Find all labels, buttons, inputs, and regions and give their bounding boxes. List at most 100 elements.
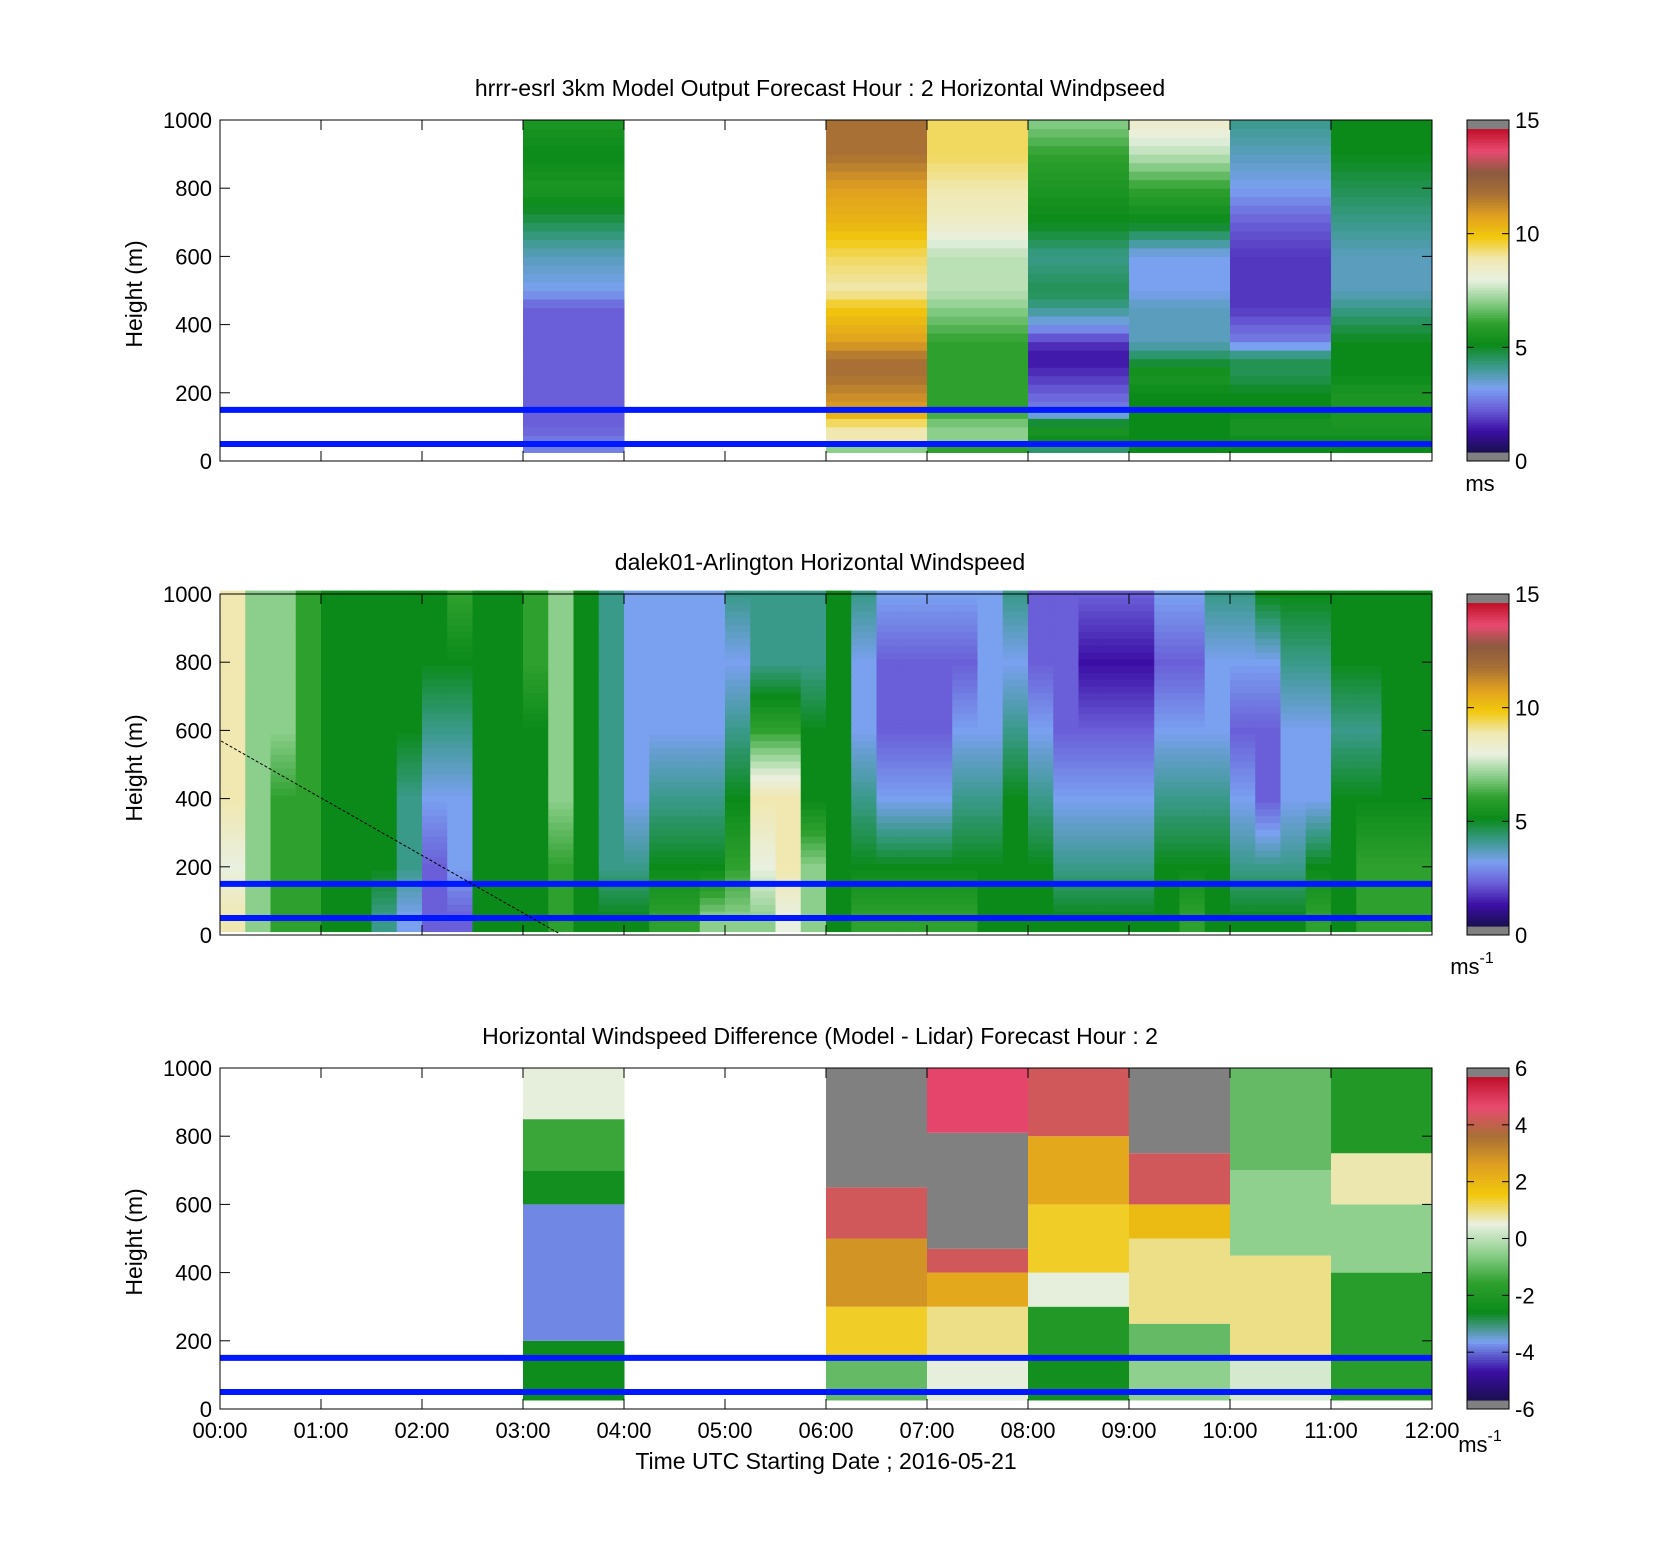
heatmap-cell xyxy=(245,761,271,769)
heatmap-cell xyxy=(851,740,877,748)
heatmap-cell xyxy=(245,904,271,912)
heatmap-cell xyxy=(1230,1068,1332,1171)
y-tick-label: 1000 xyxy=(163,108,212,133)
heatmap-cell xyxy=(523,856,549,864)
heatmap-cell xyxy=(1154,754,1180,762)
heatmap-cell xyxy=(497,686,524,694)
colorbar-frame xyxy=(1466,593,1510,936)
heatmap-cell xyxy=(1129,774,1155,783)
heatmap-cell xyxy=(1230,877,1256,885)
colorbar-tick-label: -6 xyxy=(1515,1397,1535,1422)
heatmap-cell xyxy=(270,733,297,742)
heatmap-cell xyxy=(447,829,473,837)
heatmap-cell xyxy=(396,917,423,926)
colorbar-swatch xyxy=(1467,732,1509,736)
heatmap-cell xyxy=(1280,849,1307,858)
heatmap-cell xyxy=(725,911,751,919)
heatmap-cell xyxy=(1103,808,1130,817)
heatmap-cell xyxy=(1255,870,1281,878)
heatmap-cell xyxy=(523,375,625,385)
heatmap-cell xyxy=(1280,781,1307,789)
heatmap-cell xyxy=(447,665,473,673)
heatmap-cell xyxy=(1129,692,1155,701)
heatmap-cell xyxy=(472,658,499,667)
heatmap-cell xyxy=(346,726,372,735)
heatmap-cell xyxy=(1053,597,1079,605)
heatmap-cell xyxy=(1179,686,1206,694)
heatmap-cell xyxy=(977,706,1004,714)
colorbar-swatch xyxy=(1467,1141,1509,1145)
heatmap-cell xyxy=(775,699,802,708)
heatmap-cell xyxy=(775,877,802,885)
heatmap-cell xyxy=(1255,604,1281,612)
heatmap-cell xyxy=(1305,904,1332,912)
colorbar-swatch xyxy=(1467,769,1509,774)
heatmap-cell xyxy=(447,870,473,878)
heatmap-cell xyxy=(977,870,1004,878)
heatmap-cell xyxy=(1280,665,1307,673)
heatmap-cell xyxy=(624,651,650,660)
heatmap-cell xyxy=(1129,205,1231,215)
heatmap-cell xyxy=(674,665,701,673)
heatmap-cell xyxy=(422,849,448,858)
heatmap-cell xyxy=(1028,686,1054,694)
colorbar-swatch xyxy=(1467,632,1509,636)
colorbar-swatch xyxy=(1467,443,1509,448)
colorbar-swatch xyxy=(1467,794,1509,798)
heatmap-cell xyxy=(699,645,726,653)
heatmap-cell xyxy=(1129,239,1231,249)
heatmap-cell xyxy=(851,897,877,905)
heatmap-cell xyxy=(674,870,701,878)
heatmap-cell xyxy=(1255,645,1281,653)
x-tick-label: 07:00 xyxy=(899,1418,954,1443)
colorbar-swatch xyxy=(1467,441,1509,445)
heatmap-cell xyxy=(371,726,398,735)
heatmap-cell xyxy=(800,651,827,660)
heatmap-cell xyxy=(901,645,928,653)
heatmap-cell xyxy=(1002,890,1029,898)
heatmap-cell xyxy=(1103,740,1130,748)
heatmap-cell xyxy=(270,781,297,789)
colorbar-swatch xyxy=(1467,627,1509,631)
colorbar-swatch xyxy=(1467,392,1509,397)
heatmap-cell xyxy=(1129,767,1155,776)
heatmap-cell xyxy=(876,699,903,708)
heatmap-cell xyxy=(346,733,372,742)
heatmap-cell xyxy=(1331,333,1433,343)
heatmap-cell xyxy=(422,890,448,898)
heatmap-cell xyxy=(346,849,372,858)
heatmap-cell xyxy=(270,699,297,708)
heatmap-cell xyxy=(1204,781,1231,789)
heatmap-cell xyxy=(725,645,751,653)
heatmap-cell xyxy=(1179,883,1206,892)
heatmap-cell xyxy=(1028,154,1130,164)
heatmap-cell xyxy=(396,679,423,687)
heatmap-cell xyxy=(396,897,423,905)
heatmap-cell xyxy=(649,726,675,735)
heatmap-cell xyxy=(977,781,1004,789)
heatmap-cell xyxy=(901,638,928,646)
heatmap-cell xyxy=(1002,658,1029,667)
heatmap-cell xyxy=(1356,863,1382,871)
heatmap-cell xyxy=(1028,333,1130,343)
heatmap-cell xyxy=(1230,256,1332,266)
heatmap-cell xyxy=(876,651,903,660)
heatmap-cell xyxy=(1204,692,1231,701)
heatmap-cell xyxy=(1053,863,1079,871)
heatmap-cell xyxy=(220,638,246,646)
heatmap-cell xyxy=(598,815,625,823)
heatmap-cell xyxy=(649,802,675,810)
heatmap-cell xyxy=(396,658,423,667)
heatmap-cell xyxy=(901,883,928,892)
heatmap-cell xyxy=(775,781,802,789)
heatmap-cell xyxy=(1331,774,1357,783)
heatmap-cell xyxy=(497,877,524,885)
colorbar-swatch xyxy=(1467,705,1509,709)
x-tick-label: 00:00 xyxy=(192,1418,247,1443)
heatmap-cell xyxy=(750,917,776,926)
heatmap-cell xyxy=(901,651,928,660)
colorbar-swatch xyxy=(1467,1200,1509,1205)
heatmap-cell xyxy=(1255,747,1281,755)
heatmap-cell xyxy=(523,883,549,892)
heatmap-cell xyxy=(1002,877,1029,885)
